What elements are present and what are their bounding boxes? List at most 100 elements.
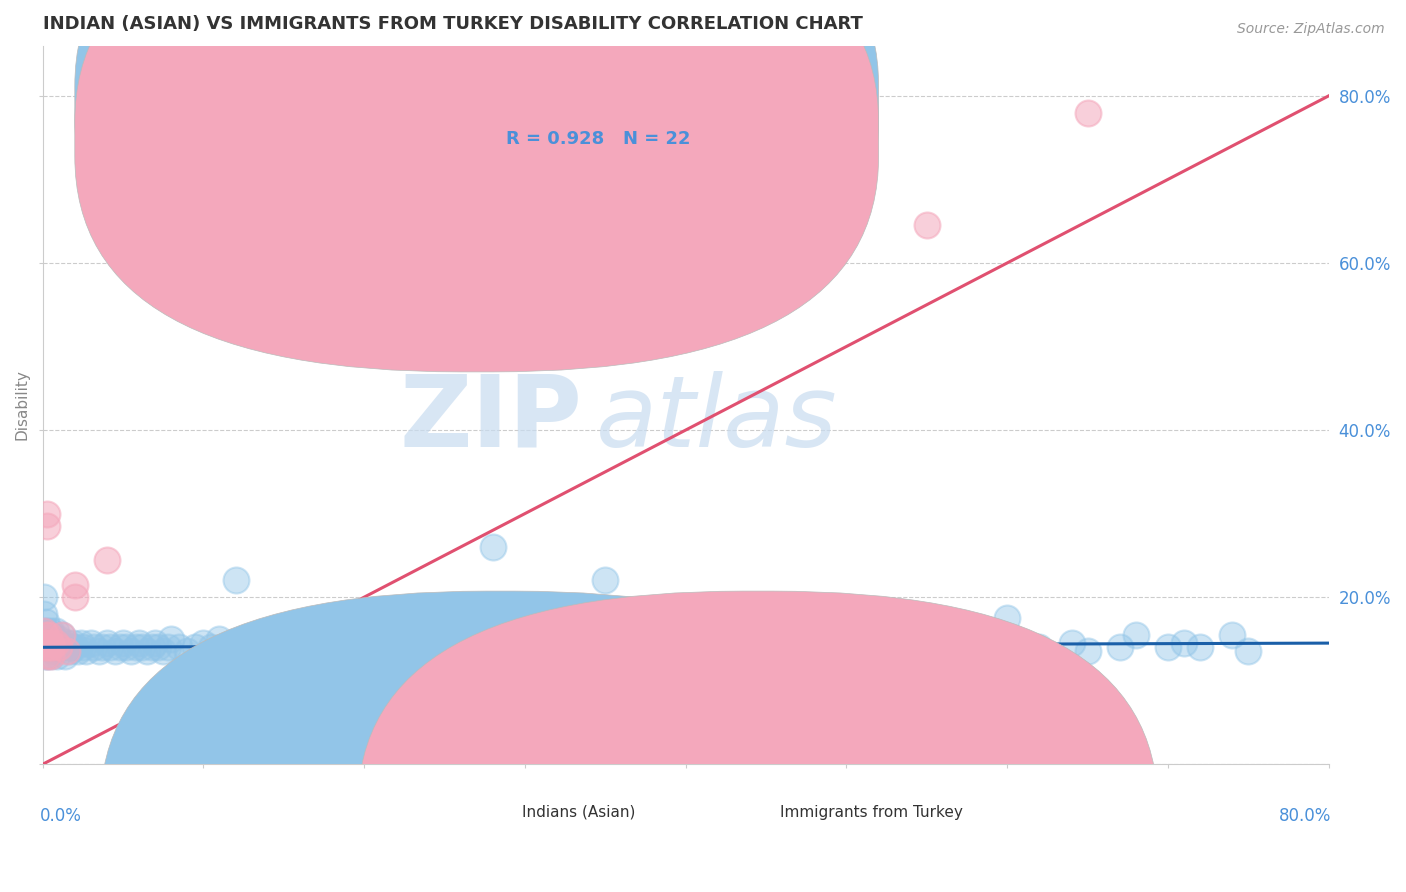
Point <box>37 636 59 650</box>
Point <box>32 590 55 604</box>
Point <box>738 640 761 655</box>
Point <box>70 636 93 650</box>
Point <box>115 640 138 655</box>
Point <box>1028 640 1050 655</box>
Point <box>49 640 72 655</box>
FancyBboxPatch shape <box>357 591 1157 892</box>
Point <box>433 628 456 642</box>
Point <box>32 636 55 650</box>
Text: atlas: atlas <box>596 371 838 467</box>
Point <box>643 636 665 650</box>
Point <box>55 644 77 658</box>
Point <box>1077 105 1099 120</box>
Point <box>546 636 568 650</box>
Point <box>160 632 183 646</box>
Point <box>915 219 938 233</box>
Point <box>46 640 69 655</box>
Point <box>965 640 987 655</box>
Point <box>35 640 58 655</box>
Point <box>143 636 166 650</box>
Point <box>39 648 62 663</box>
Point <box>883 648 905 663</box>
Text: R = 0.065   N = 112: R = 0.065 N = 112 <box>506 95 703 112</box>
Point <box>41 628 63 642</box>
Point <box>217 640 239 655</box>
Point <box>513 640 536 655</box>
Point <box>98 640 121 655</box>
Point <box>240 636 263 650</box>
Point <box>321 628 343 642</box>
Point <box>450 640 472 655</box>
Point <box>41 640 63 655</box>
Point <box>37 519 59 533</box>
Point <box>273 624 295 638</box>
Point <box>32 640 55 655</box>
Point <box>932 636 955 650</box>
Text: Source: ZipAtlas.com: Source: ZipAtlas.com <box>1237 22 1385 37</box>
Point <box>32 607 55 621</box>
Point <box>63 590 86 604</box>
Text: R = 0.928   N = 22: R = 0.928 N = 22 <box>506 130 690 148</box>
Point <box>58 640 80 655</box>
Point <box>48 632 70 646</box>
Point <box>1237 644 1260 658</box>
Point <box>200 640 222 655</box>
FancyBboxPatch shape <box>75 0 879 372</box>
Point <box>385 636 408 650</box>
Point <box>1173 636 1195 650</box>
Y-axis label: Disability: Disability <box>15 369 30 441</box>
Point <box>37 507 59 521</box>
Point <box>48 640 70 655</box>
Point <box>915 640 938 655</box>
Point <box>481 540 503 554</box>
Point <box>51 628 73 642</box>
Point <box>141 640 163 655</box>
Point <box>39 624 62 638</box>
Point <box>63 577 86 591</box>
Point <box>51 628 73 642</box>
Point <box>868 628 890 642</box>
Point <box>578 640 600 655</box>
Point <box>176 644 198 658</box>
Point <box>337 640 360 655</box>
Point <box>595 574 617 588</box>
Point <box>120 644 142 658</box>
Point <box>32 624 55 638</box>
Point <box>37 640 59 655</box>
Point <box>72 640 94 655</box>
Point <box>44 636 66 650</box>
Point <box>128 636 150 650</box>
Point <box>96 552 118 566</box>
Point <box>125 640 148 655</box>
Point <box>37 624 59 638</box>
Point <box>42 644 65 658</box>
Point <box>152 644 174 658</box>
Point <box>35 615 58 630</box>
Point <box>39 648 62 663</box>
Point <box>995 611 1018 625</box>
Point <box>1157 640 1180 655</box>
Point <box>835 644 858 658</box>
Point <box>418 640 440 655</box>
Point <box>91 640 114 655</box>
Text: Immigrants from Turkey: Immigrants from Turkey <box>779 805 963 820</box>
Point <box>75 644 97 658</box>
Point <box>787 628 810 642</box>
Point <box>83 640 105 655</box>
Point <box>42 632 65 646</box>
Point <box>62 636 84 650</box>
Point <box>87 644 110 658</box>
Point <box>305 636 328 650</box>
Point <box>675 640 697 655</box>
Point <box>39 636 62 650</box>
Point <box>60 640 83 655</box>
Point <box>108 640 131 655</box>
Point <box>55 636 77 650</box>
Point <box>626 640 648 655</box>
Point <box>38 640 60 655</box>
Point <box>53 648 76 663</box>
Point <box>48 636 70 650</box>
Point <box>37 648 59 663</box>
Point <box>38 640 60 655</box>
Point <box>755 636 778 650</box>
